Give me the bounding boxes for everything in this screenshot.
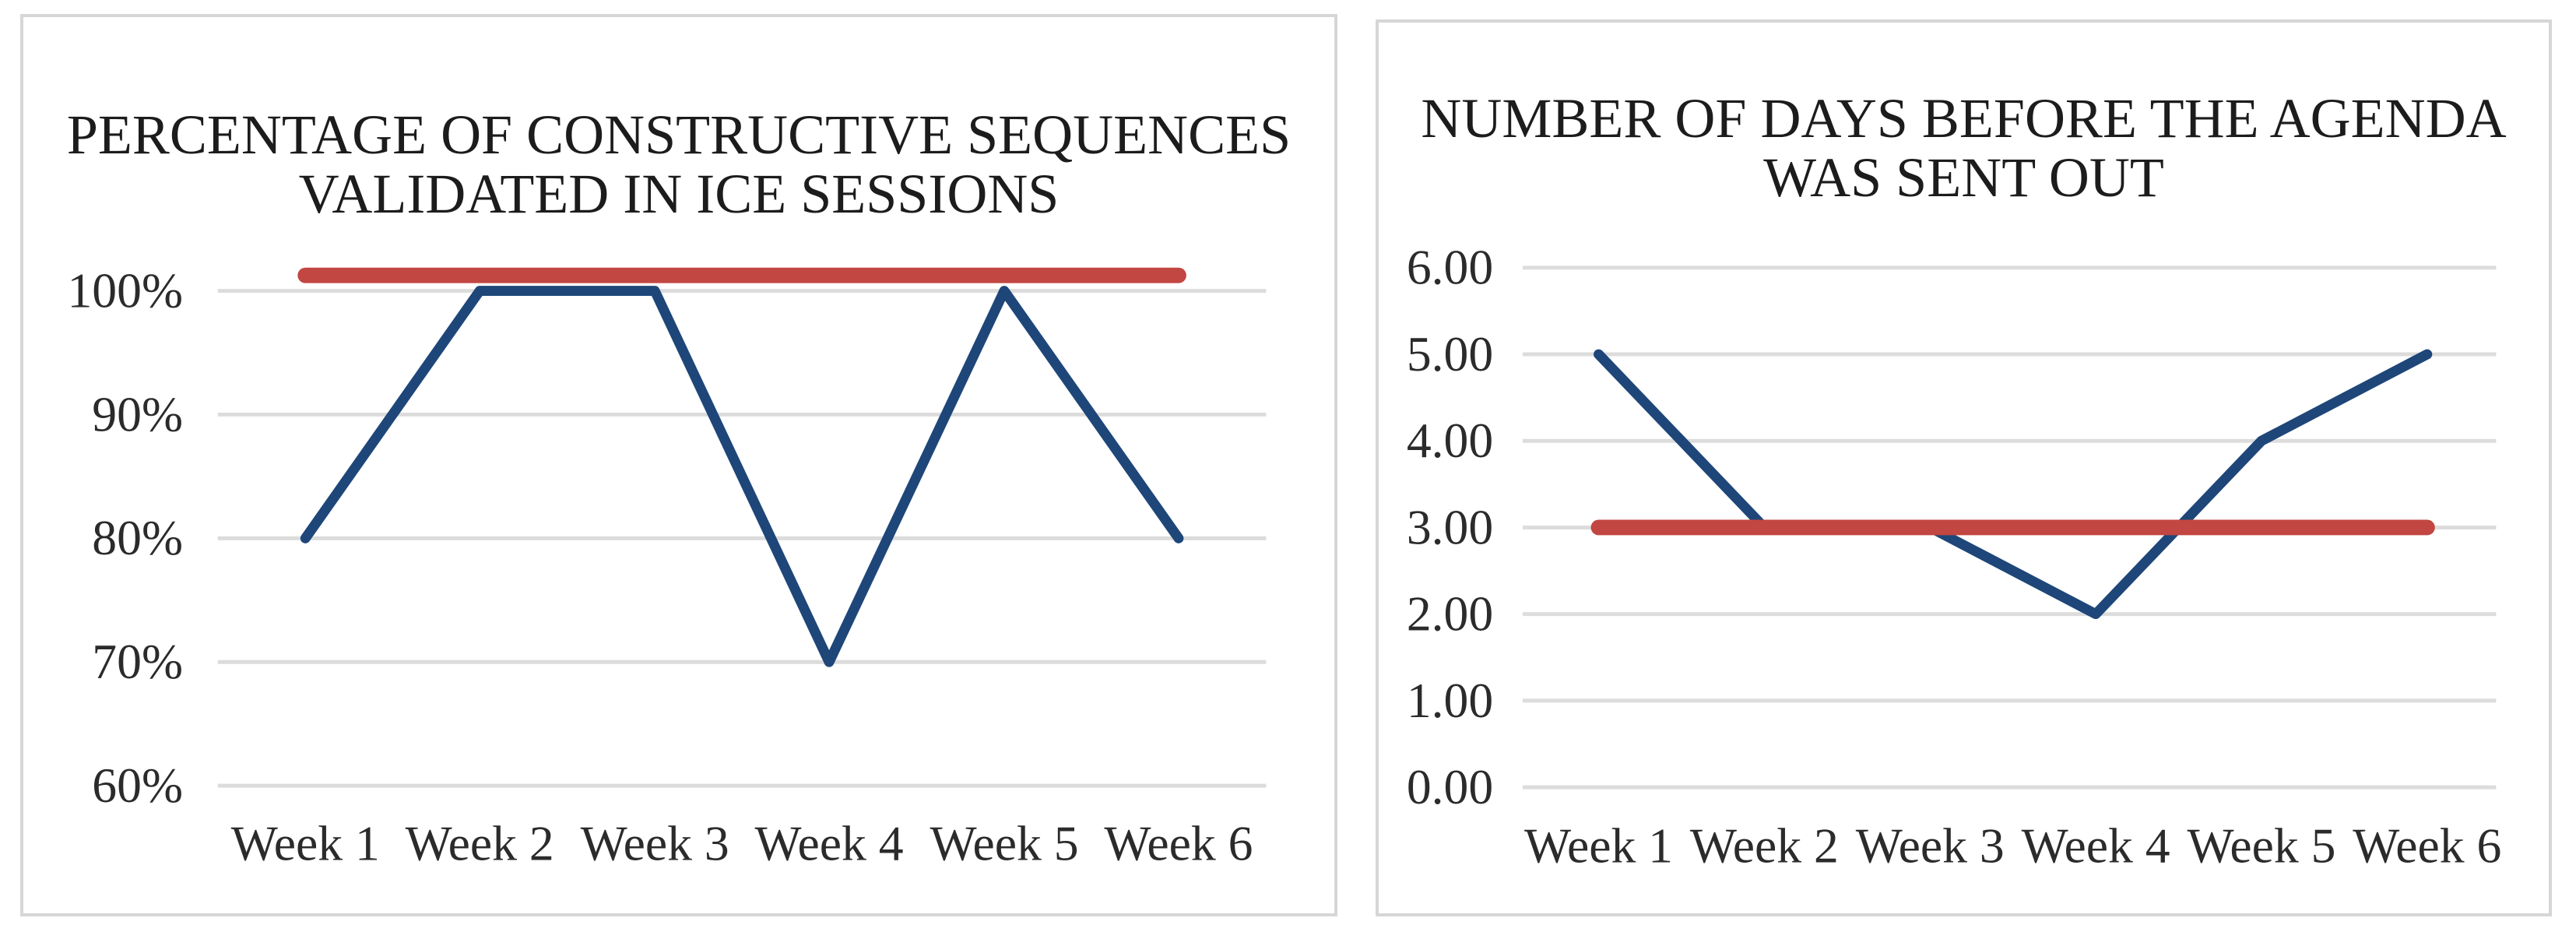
y-tick-label: 6.00 xyxy=(1407,240,1493,295)
y-tick-label: 70% xyxy=(92,634,183,689)
x-category-label: Week 5 xyxy=(930,816,1078,871)
chart-title-line: NUMBER OF DAYS BEFORE THE AGENDA xyxy=(1421,87,2507,149)
y-tick-label: 90% xyxy=(92,386,183,441)
y-tick-label: 1.00 xyxy=(1407,673,1493,728)
x-category-label: Week 3 xyxy=(1856,818,2005,874)
y-tick-label: 80% xyxy=(92,510,183,565)
y-tick-label: 5.00 xyxy=(1407,326,1493,382)
x-category-label: Week 2 xyxy=(1690,818,1839,874)
percentage-validated-line-chart: 100% 90% 80% 70% 60% Week 1 Week 2 Week 3 Week 4… xyxy=(67,262,1267,871)
chart-panel-right: 6.00 5.00 4.00 3.00 2.00 1.00 0.00 Week 1 Week 2… xyxy=(1376,19,2552,916)
chart-title-line: PERCENTAGE OF CONSTRUCTIVE SEQUENCES xyxy=(66,104,1292,166)
y-tick-label: 4.00 xyxy=(1407,413,1493,468)
x-category-label: Week 4 xyxy=(2022,818,2170,874)
chart-title-line: VALIDATED IN ICE SESSIONS xyxy=(298,163,1060,225)
y-tick-label: 2.00 xyxy=(1407,586,1493,642)
y-tick-label: 100% xyxy=(67,262,183,318)
days-before-agenda-line-chart: 6.00 5.00 4.00 3.00 2.00 1.00 0.00 Week 1 Week 2… xyxy=(1407,240,2502,874)
x-category-label: Week 1 xyxy=(1524,818,1673,874)
y-tick-label: 0.00 xyxy=(1407,759,1493,814)
chart-title-right: NUMBER OF DAYS BEFORE THE AGENDA WAS SEN… xyxy=(1379,89,2549,207)
x-category-label: Week 6 xyxy=(2353,818,2501,874)
x-category-label: Week 2 xyxy=(406,816,554,871)
chart-title-line: WAS SENT OUT xyxy=(1763,146,2164,209)
validated-percentage-line xyxy=(300,286,1184,667)
x-category-label: Week 6 xyxy=(1104,816,1253,871)
x-category-label: Week 3 xyxy=(581,816,729,871)
chart-panel-left: 100% 90% 80% 70% 60% Week 1 Week 2 Week 3 Week 4… xyxy=(20,14,1337,916)
x-category-label: Week 4 xyxy=(755,816,904,871)
y-tick-label: 3.00 xyxy=(1407,499,1493,554)
x-category-label: Week 5 xyxy=(2187,818,2335,874)
y-tick-label: 60% xyxy=(92,758,183,813)
x-category-label: Week 1 xyxy=(231,816,380,871)
chart-title-left: PERCENTAGE OF CONSTRUCTIVE SEQUENCES VAL… xyxy=(23,105,1334,223)
days-before-agenda-sent-line xyxy=(1594,349,2433,620)
